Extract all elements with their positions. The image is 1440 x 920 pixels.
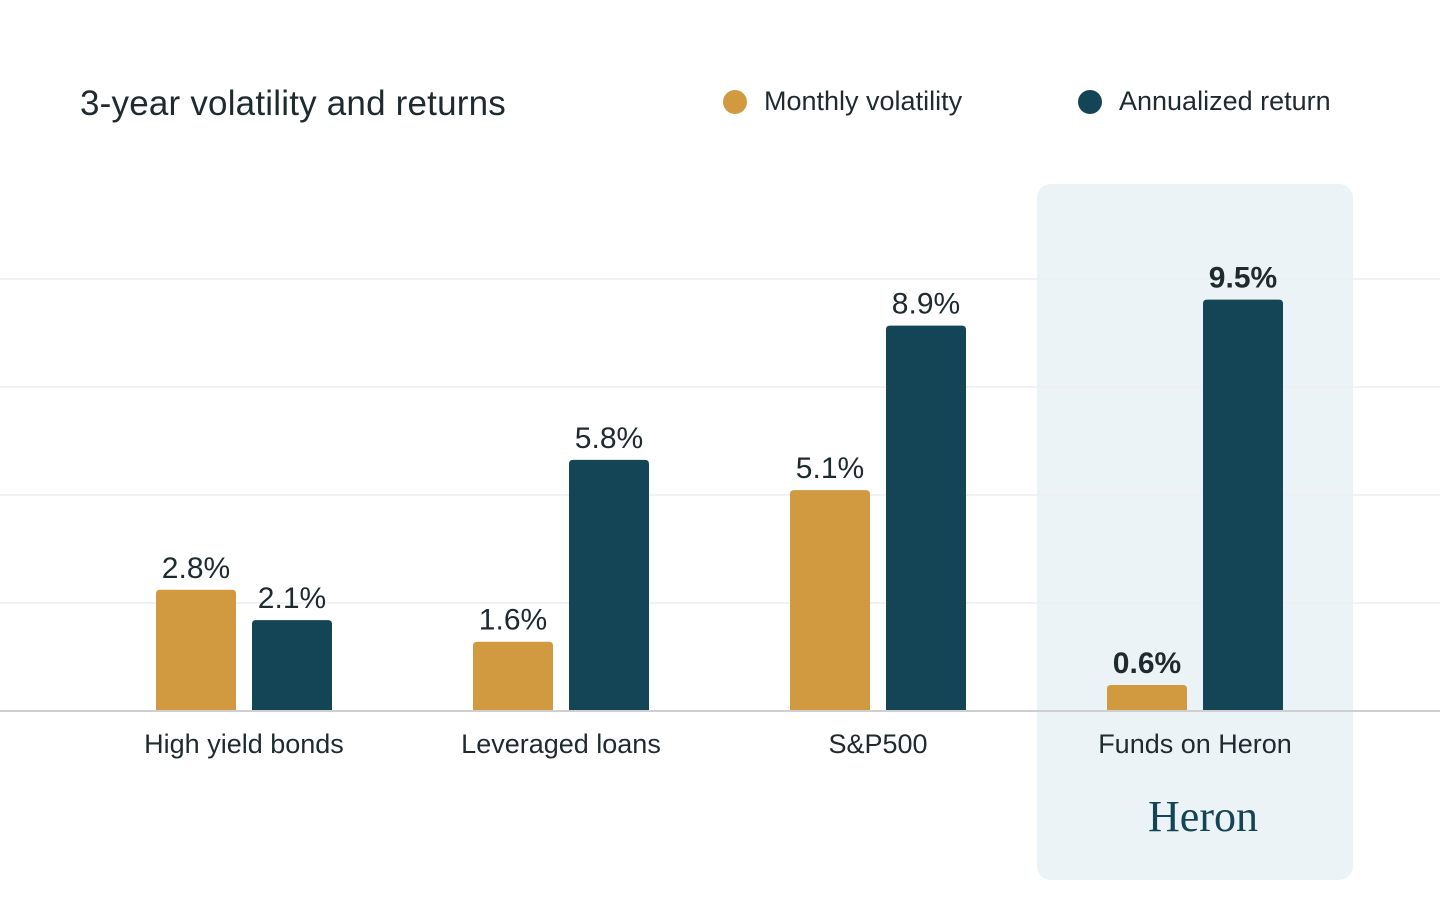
legend-label-return: Annualized return: [1119, 86, 1331, 116]
category-label-1: High yield bonds: [144, 729, 344, 759]
bar-return-2: [569, 459, 649, 711]
legend-item-monthly-volatility: Monthly volatility: [723, 86, 962, 117]
value-label-volatility-3: 5.1%: [796, 452, 864, 485]
legend-item-annualized-return: Annualized return: [1078, 86, 1331, 117]
value-label-volatility-2: 1.6%: [479, 604, 547, 637]
legend-swatch-return: [1078, 89, 1102, 114]
legend-label-volatility: Monthly volatility: [764, 86, 963, 116]
bar-return-3: [886, 325, 966, 711]
bar-return-1: [252, 620, 332, 711]
bar-volatility-1: [156, 589, 236, 711]
bar-volatility-4: [1107, 685, 1187, 711]
value-label-volatility-4: 0.6%: [1113, 647, 1181, 680]
category-label-4: Funds on Heron: [1098, 729, 1292, 759]
value-label-return-4: 9.5%: [1209, 262, 1277, 295]
value-label-return-3: 8.9%: [892, 288, 960, 321]
bar-return-4: [1203, 299, 1283, 711]
heron-logo: Heron: [1148, 792, 1258, 841]
chart-title: 3-year volatility and returns: [80, 84, 506, 123]
category-label-2: Leveraged loans: [461, 729, 661, 759]
value-label-return-2: 5.8%: [575, 422, 643, 455]
bar-volatility-2: [473, 641, 553, 711]
value-label-return-1: 2.1%: [258, 582, 326, 615]
highlight-panel: [1037, 184, 1353, 880]
legend-swatch-volatility: [723, 89, 747, 114]
category-label-3: S&P500: [828, 729, 927, 759]
value-label-volatility-1: 2.8%: [162, 552, 230, 585]
bar-volatility-3: [790, 490, 870, 711]
